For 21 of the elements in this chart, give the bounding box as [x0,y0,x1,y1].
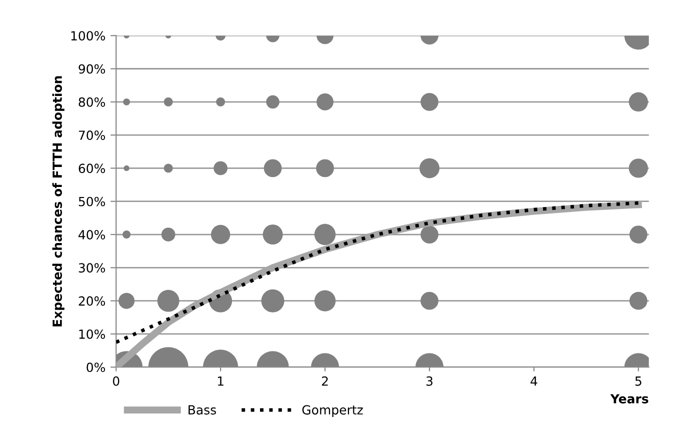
y-axis-title: Expected chances of FTTH adoption [52,76,64,326]
x-tick-label: 0 [112,376,120,386]
x-tick-label: 2 [322,376,328,386]
legend-label: Bass [188,405,216,415]
y-tick-label: 90% [78,64,106,74]
y-tick-label: 30% [78,263,106,273]
y-tick-label: 40% [78,230,106,240]
x-tick-label: 3 [426,376,432,386]
y-tick-label: 80% [78,97,106,107]
y-tick-label: 20% [78,296,106,306]
y-tick-label: 100% [71,31,106,41]
x-tick-label: 1 [218,376,224,386]
y-tick-label: 0% [86,362,106,372]
y-tick-label: 10% [79,329,106,339]
legend-label: Gompertz [302,405,363,417]
x-tick-label: 4 [530,376,538,386]
x-axis-title: Years [610,394,648,404]
y-tick-label: 50% [78,196,106,206]
x-tick-label: 5 [635,376,642,386]
y-tick-label: 60% [78,164,106,174]
y-tick-label: 70% [78,130,106,140]
